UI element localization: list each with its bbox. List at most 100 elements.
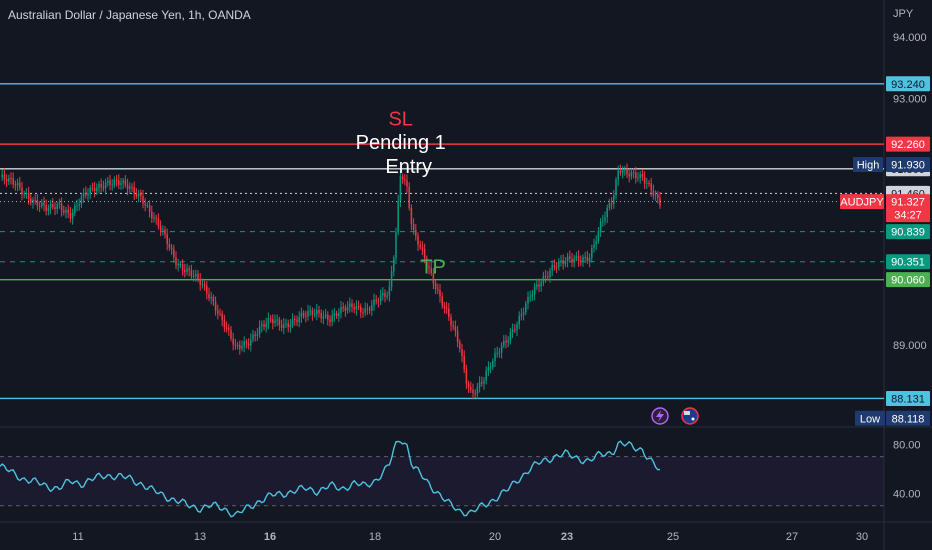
candle-body [71,212,74,219]
candle-body [291,319,294,325]
candle-body [525,303,527,313]
candle-body [192,275,195,277]
candle-body [566,256,569,262]
candle-body [496,352,498,354]
low-value-label: 88.118 [892,413,925,425]
candle-body [593,244,595,248]
candle-body [69,212,72,219]
candle-body [302,313,305,316]
candle-body [465,369,468,384]
high-value-label: 91.930 [891,159,925,171]
candle-body [155,217,157,219]
candle-body [481,382,483,384]
candle-body [613,195,615,204]
time-tick-label: 18 [369,531,381,543]
candle-body [212,297,215,302]
candle-body [360,306,362,313]
candle-body [164,229,166,235]
candle-body [219,313,221,315]
candle-body [236,344,239,346]
candle-body [269,317,272,320]
candle-body [96,188,98,192]
time-tick-label: 23 [561,531,573,543]
candle-body [93,187,96,192]
candle-body [67,209,69,213]
candle-body [60,203,63,211]
candle-body [45,205,47,211]
chart-title: Australian Dollar / Japanese Yen, 1h, OA… [8,8,251,22]
candle-body [148,205,151,212]
price-level-badge [886,272,930,288]
candle-body [34,199,36,201]
candle-body [320,312,322,319]
candle-body [159,226,162,231]
candle-body [586,257,589,262]
candle-body [485,371,487,381]
candle-body [329,319,331,322]
candle-body [597,231,600,242]
candle-body [298,317,300,323]
candle-body [272,319,274,324]
candle-body [239,344,241,349]
candle-body [80,196,83,205]
low-tag [855,410,885,426]
candle-body [555,266,558,268]
candle-body [107,180,109,183]
candle-body [177,264,179,266]
price-level-label: 92.260 [891,139,925,151]
candle-body [283,324,285,328]
candle-body [63,210,65,213]
candle-body [373,299,375,306]
candle-body [514,329,516,331]
candle-body [657,194,659,198]
candle-body [349,303,351,307]
candle-body [137,193,140,197]
candle-body [340,307,342,314]
candle-body [628,174,630,177]
candle-body [529,296,531,298]
candle-body [542,276,545,283]
candle-body [390,271,393,287]
candle-body [551,265,553,271]
candle-body [223,320,226,328]
candle-body [503,340,505,346]
current-price-label: 91.327 [891,197,925,209]
candle-body [307,311,309,317]
candle-body [346,306,349,311]
rsi-tick-label: 40.00 [893,488,921,500]
candle-body [190,270,193,277]
candle-body [214,301,217,311]
candle-body [179,264,182,266]
candle-body [208,293,210,299]
candle-body [122,180,124,184]
candle-body [331,315,333,322]
candle-body [131,186,133,188]
candle-body [654,194,657,196]
candle-body [3,174,6,179]
candle-body [153,217,155,219]
candle-body [89,187,91,194]
candle-body [241,346,243,349]
candle-body [419,244,421,248]
candle-body [162,229,164,231]
time-tick-label: 13 [194,531,206,543]
candle-body [104,182,107,189]
candle-body [181,264,184,270]
candle-body [371,305,373,311]
candle-body [256,333,259,336]
candle-body [617,170,619,180]
candle-body [305,315,307,317]
candle-body [648,182,650,184]
candle-body [197,273,199,279]
candle-body [146,205,149,207]
candle-body [652,190,655,196]
candle-body [300,313,303,318]
candle-body [406,180,408,187]
candle-body [124,180,127,185]
candle-body [643,177,646,184]
candle-body [184,269,186,272]
symbol-tag-label: AUDJPY [840,197,884,209]
candle-body [397,200,399,233]
candle-body [439,290,441,297]
